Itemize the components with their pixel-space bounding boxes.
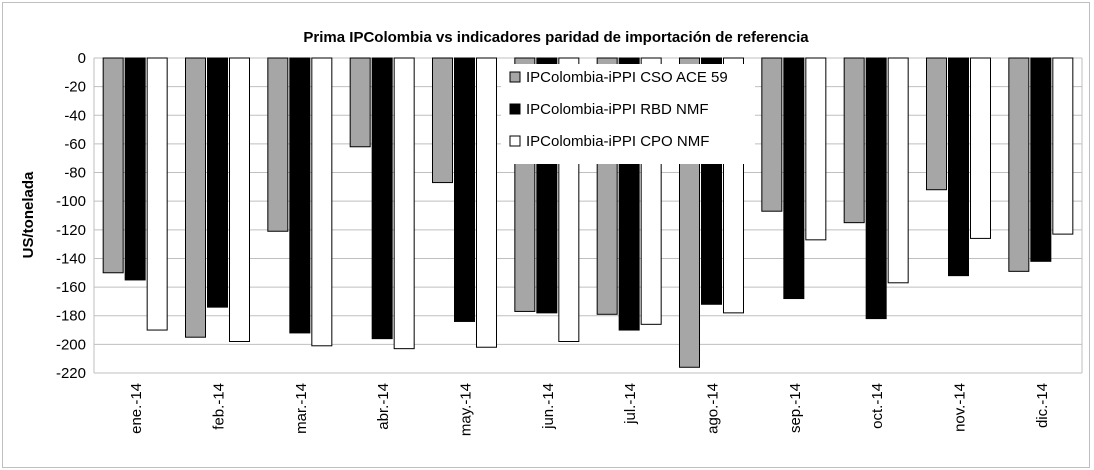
x-tick-label: feb.-14 [211, 383, 228, 430]
bar [124, 57, 146, 281]
y-tick-label: -180 [56, 308, 86, 325]
bar [311, 57, 333, 347]
x-tick-label: jul.-14 [622, 383, 639, 425]
bar [371, 57, 393, 340]
x-tick-label: ene.-14 [128, 383, 145, 434]
legend-label: IPColombia-iPPI CPO NMF [526, 133, 709, 150]
legend-label: IPColombia-iPPI CSO ACE 59 [526, 69, 728, 86]
bar [102, 57, 124, 274]
bar [349, 57, 371, 148]
y-tick-label: -80 [64, 165, 86, 182]
y-tick-label: 0 [78, 50, 86, 67]
bar [476, 57, 497, 348]
x-tick-label: abr.-14 [375, 383, 392, 430]
y-tick-label: -160 [56, 279, 86, 296]
bar [454, 57, 475, 322]
x-tick-label: sep.-14 [787, 383, 804, 433]
bar [432, 57, 453, 184]
bar [207, 57, 228, 308]
legend-label: IPColombia-iPPI RBD NMF [526, 101, 709, 118]
y-tick-label: -40 [64, 107, 86, 124]
x-tick-label: may.-14 [458, 383, 475, 436]
x-tick-label: oct.-14 [869, 383, 886, 429]
bar [783, 57, 805, 300]
legend-box [501, 64, 755, 164]
legend-swatch [509, 103, 521, 115]
bar [146, 57, 168, 331]
bar [1030, 57, 1052, 262]
bar [1008, 57, 1030, 272]
bar [185, 57, 206, 338]
bar [970, 57, 991, 239]
x-tick-label: dic.-14 [1034, 383, 1051, 428]
bar [393, 57, 415, 350]
bar [229, 57, 250, 342]
bar [887, 57, 909, 284]
y-tick-label: -120 [56, 222, 86, 239]
x-tick-label: mar.-14 [293, 383, 310, 434]
bar [267, 57, 289, 232]
gridlines [93, 57, 1083, 374]
y-axis-label: US/tonelada [20, 171, 37, 258]
x-tick-label: ago.-14 [705, 383, 722, 434]
bar [843, 57, 865, 224]
bar [926, 57, 947, 191]
bar [289, 57, 311, 334]
chart-title: Prima IPColombia vs indicadores paridad … [303, 29, 809, 46]
bar [1052, 57, 1074, 235]
y-tick-labels: 0 -20 -40 -60 -80 -100 -120 -140 -160 -180 -200 -22… [56, 50, 86, 382]
legend: IPColombia-iPPI CSO ACE 59 IPColombia-iPP… [501, 64, 755, 164]
legend-swatch [509, 135, 521, 147]
bar [865, 57, 887, 320]
bar [761, 57, 783, 212]
bar [805, 57, 827, 241]
y-tick-label: -220 [56, 365, 86, 382]
legend-swatch [509, 71, 521, 83]
x-tick-label: jun.-14 [540, 383, 557, 430]
x-tick-labels: ene.-14 feb.-14 mar.-14 abr.-14 may.-14 jun.-… [128, 383, 1051, 436]
y-tick-label: -140 [56, 250, 86, 267]
x-tick-label: nov.-14 [952, 383, 969, 432]
y-tick-label: -20 [64, 79, 86, 96]
y-tick-label: -100 [56, 193, 86, 210]
bar [948, 57, 969, 277]
y-tick-label: -60 [64, 136, 86, 153]
y-tick-label: -200 [56, 336, 86, 353]
